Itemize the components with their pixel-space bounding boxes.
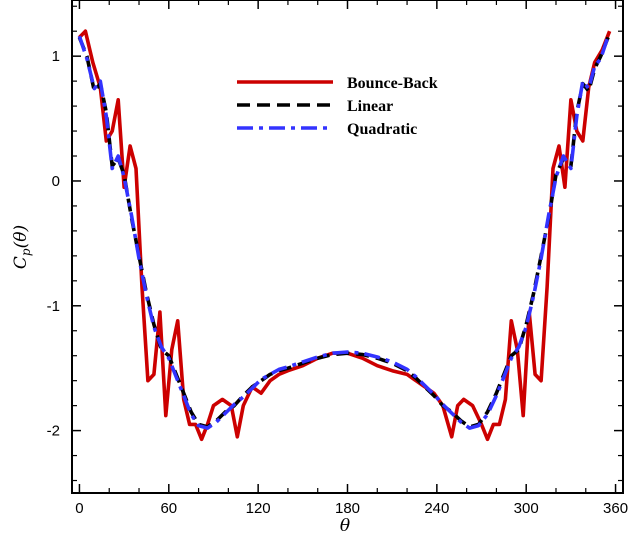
y-tick-label: -2 [47, 423, 60, 440]
x-axis-title: θ [340, 516, 350, 536]
legend-label: Linear [347, 98, 393, 115]
x-tick-label: 240 [424, 500, 449, 517]
x-tick-label: 0 [75, 500, 83, 517]
series-layer [77, 29, 612, 442]
tick-layer: 0 60 120 180 240 300 360 -2 -1 0 1 [47, 0, 628, 517]
legend-label: Quadratic [347, 121, 417, 138]
y-tick-label: 1 [52, 48, 60, 65]
x-tick-label: 120 [246, 500, 271, 517]
legend-label: Bounce-Back [347, 75, 438, 92]
x-tick-label: 60 [160, 500, 177, 517]
legend: Bounce-Back Linear Quadratic [237, 75, 438, 138]
y-axis-title-sub: p [19, 248, 33, 256]
x-tick-label: 360 [603, 500, 628, 517]
y-tick-label: 0 [52, 173, 60, 190]
y-axis-title-arg: (θ) [11, 225, 31, 249]
x-tick-label: 300 [514, 500, 539, 517]
series-line-quadratic [77, 35, 610, 430]
y-tick-label: -1 [47, 298, 60, 315]
y-axis-title: Cp(θ) [11, 225, 33, 269]
x-tick-label: 180 [335, 500, 360, 517]
y-axis-title-main: C [11, 256, 31, 269]
